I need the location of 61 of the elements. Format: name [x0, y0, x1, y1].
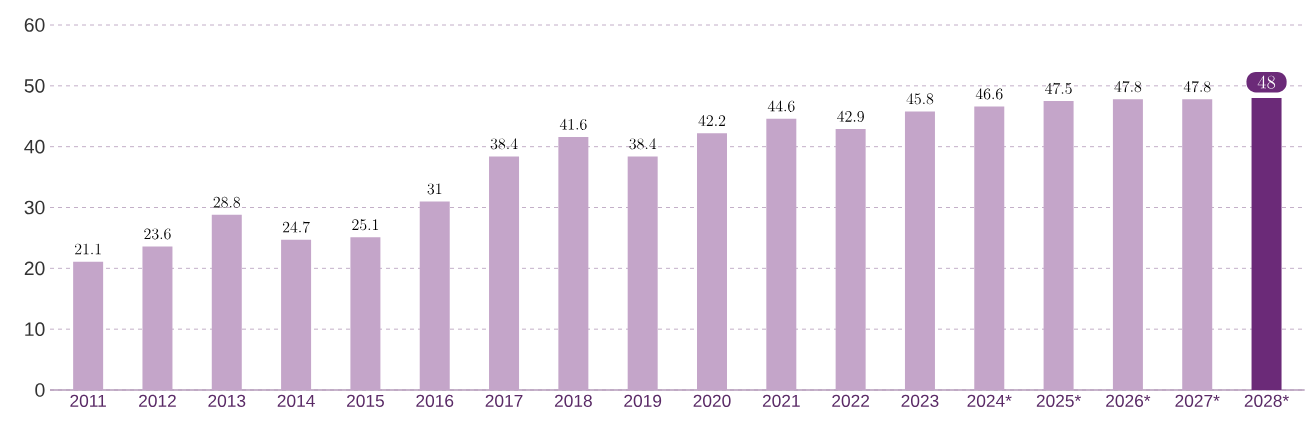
bar: [1251, 98, 1282, 390]
data-label: 47.8: [1183, 81, 1211, 93]
data-label: 24.7: [282, 221, 310, 233]
bar: [142, 246, 173, 390]
data-label: 25. 1: [352, 219, 379, 231]
data-label: 38.4: [629, 138, 657, 150]
y-tick-label: 40: [24, 139, 45, 154]
bar: [350, 237, 381, 390]
x-tick-label: 2013: [208, 394, 246, 407]
bar: [558, 136, 589, 390]
data-label: 42.9: [837, 110, 864, 122]
x-tick-label: 2025*: [1036, 394, 1081, 407]
bar: [1182, 99, 1213, 390]
y-tick-label: 20: [24, 261, 45, 276]
data-label: 44.6: [767, 100, 795, 112]
bar: [211, 214, 242, 390]
data-label: 48: [1257, 75, 1276, 89]
x-tick-label: 2021: [762, 394, 800, 407]
x-tick-label: 2024*: [967, 394, 1012, 407]
data-label: 23.6: [144, 228, 171, 240]
bar: [73, 261, 104, 390]
x-tick-label: 2028*: [1244, 394, 1289, 407]
x-tick-label: 2019: [624, 394, 662, 407]
bar: [904, 111, 935, 390]
bar: [1112, 99, 1143, 390]
bar: [974, 106, 1005, 390]
bar: [627, 156, 658, 390]
data-label: 38.4: [490, 138, 518, 150]
bar: [489, 156, 520, 390]
bar: [697, 133, 727, 390]
x-tick-label: 2020: [693, 394, 731, 407]
bar: [419, 201, 450, 390]
bar: [281, 239, 312, 390]
data-label: 21 . 1: [74, 243, 101, 255]
data-label: 28.8: [213, 196, 241, 208]
data-label: 47.8: [1114, 81, 1142, 93]
x-tick-label: 2027*: [1175, 394, 1220, 407]
x-tick-label: 2014: [277, 394, 315, 407]
y-tick-label: 30: [24, 200, 45, 215]
bar: [1043, 101, 1074, 390]
x-tick-label: 2023: [901, 394, 939, 407]
bar: [835, 129, 866, 390]
x-tick-label: 2015: [347, 394, 384, 407]
data-label: 46.6: [975, 88, 1003, 100]
x-tick-label: 2022: [832, 394, 870, 407]
data-label: 42.2: [698, 115, 726, 126]
x-tick-label: 2017: [485, 394, 523, 407]
bar: [766, 118, 797, 390]
data-label: 31: [427, 183, 442, 195]
x-tick-label: 2012: [139, 394, 176, 407]
data-label: 41 .6: [559, 118, 587, 130]
x-tick-label: 2016: [416, 394, 454, 407]
x-tick-label: 2018: [554, 394, 592, 407]
data-label: 47.5: [1045, 82, 1072, 95]
data-label: 45.8: [906, 93, 934, 105]
y-tick-label: 50: [24, 78, 45, 93]
y-tick-label: 10: [25, 322, 45, 337]
x-tick-label: 2026*: [1106, 394, 1151, 407]
y-tick-label: 60: [24, 18, 45, 32]
x-tick-label: 2011: [70, 394, 106, 407]
y-tick-label: 0: [35, 383, 45, 397]
